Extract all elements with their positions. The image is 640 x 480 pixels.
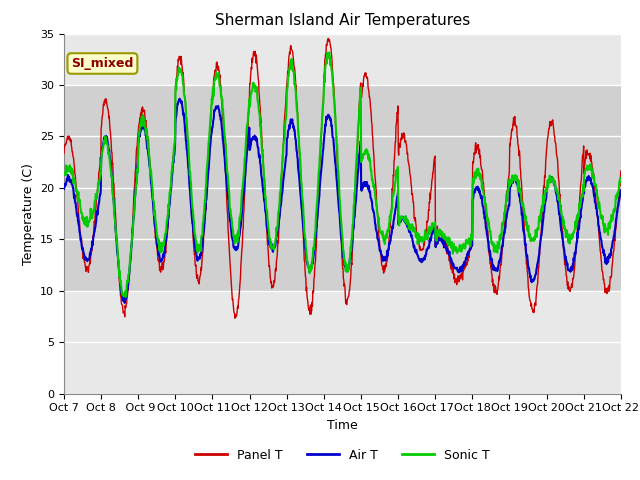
Legend: Panel T, Air T, Sonic T: Panel T, Air T, Sonic T xyxy=(191,444,494,467)
Y-axis label: Temperature (C): Temperature (C) xyxy=(22,163,35,264)
Title: Sherman Island Air Temperatures: Sherman Island Air Temperatures xyxy=(215,13,470,28)
Text: SI_mixed: SI_mixed xyxy=(71,57,134,70)
Bar xyxy=(64,85,621,291)
X-axis label: Time: Time xyxy=(327,419,358,432)
